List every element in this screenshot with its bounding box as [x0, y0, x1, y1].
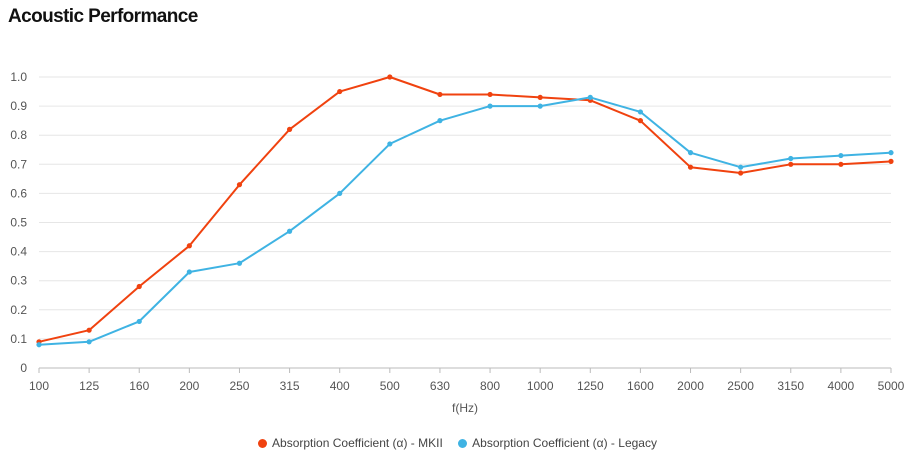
y-tick-label: 1.0 [10, 70, 27, 84]
y-tick-label: 0.1 [10, 332, 27, 346]
data-point[interactable] [738, 170, 744, 176]
series-mkii [36, 74, 894, 345]
x-tick-label: 1600 [627, 379, 654, 393]
legend-label-legacy: Absorption Coefficient (α) - Legacy [472, 436, 657, 450]
data-point[interactable] [387, 141, 393, 147]
y-tick-label: 0.5 [10, 216, 27, 230]
x-axis-ticks: 100 125 160 200 250 315 400 500 630 800 1000 1250 16… [29, 368, 905, 393]
data-point[interactable] [537, 103, 543, 109]
legend-marker-mkii [258, 439, 268, 448]
y-tick-label: 0.6 [10, 186, 27, 200]
x-tick-label: 500 [380, 379, 400, 393]
x-tick-label: 200 [179, 379, 199, 393]
data-point[interactable] [437, 118, 443, 124]
y-tick-label: 0 [20, 361, 27, 375]
legend: Absorption Coefficient (α) - MKII Absorp… [0, 436, 915, 450]
data-point[interactable] [487, 91, 493, 98]
x-tick-label: 2500 [727, 379, 754, 393]
data-point[interactable] [738, 164, 744, 170]
data-point[interactable] [637, 118, 644, 124]
data-point[interactable] [537, 94, 543, 100]
data-point[interactable] [286, 228, 293, 234]
data-point[interactable] [186, 243, 192, 249]
data-point[interactable] [337, 88, 343, 95]
x-tick-label: 5000 [878, 379, 905, 393]
data-point[interactable] [788, 161, 794, 167]
series-line [38, 96, 892, 346]
chart-title: Acoustic Performance [8, 6, 198, 27]
y-tick-label: 0.9 [10, 99, 27, 113]
series-layer [36, 74, 894, 348]
data-point[interactable] [437, 91, 443, 98]
legend-item-legacy[interactable]: Absorption Coefficient (α) - Legacy [458, 436, 657, 450]
data-point[interactable] [687, 164, 694, 170]
data-point[interactable] [236, 260, 243, 266]
y-tick-label: 0.4 [10, 245, 27, 259]
y-tick-label: 0.3 [10, 274, 27, 288]
x-axis-title: f(Hz) [452, 401, 478, 415]
data-point[interactable] [838, 161, 844, 167]
x-tick-label: 160 [129, 379, 149, 393]
data-point[interactable] [587, 94, 593, 100]
data-point[interactable] [136, 318, 142, 325]
x-tick-label: 4000 [828, 379, 855, 393]
gridlines [39, 76, 891, 369]
y-tick-label: 0.2 [10, 303, 27, 317]
x-tick-label: 800 [480, 379, 500, 393]
x-tick-label: 100 [29, 379, 49, 393]
data-point[interactable] [888, 150, 894, 156]
series-legacy [36, 94, 894, 348]
x-tick-label: 1000 [527, 379, 554, 393]
data-point[interactable] [236, 182, 243, 188]
data-point[interactable] [637, 109, 644, 115]
x-tick-label: 250 [229, 379, 249, 393]
series-line [38, 76, 892, 343]
data-point[interactable] [838, 152, 844, 159]
data-point[interactable] [788, 155, 794, 162]
y-axis-ticks: 0 0.1 0.2 0.3 0.4 0.5 0.6 0.7 0.8 0.9 1.0 [10, 70, 27, 375]
data-point[interactable] [36, 342, 42, 348]
data-point[interactable] [86, 339, 92, 345]
data-point[interactable] [337, 190, 343, 196]
y-tick-label: 0.8 [10, 128, 27, 142]
x-tick-label: 125 [79, 379, 99, 393]
x-tick-label: 2000 [677, 379, 704, 393]
data-point[interactable] [888, 158, 894, 164]
data-point[interactable] [687, 150, 694, 156]
legend-marker-legacy [458, 439, 468, 448]
legend-label-mkii: Absorption Coefficient (α) - MKII [272, 436, 443, 450]
data-point[interactable] [387, 74, 393, 80]
y-tick-label: 0.7 [10, 157, 27, 171]
data-point[interactable] [487, 103, 493, 109]
legend-item-mkii[interactable]: Absorption Coefficient (α) - MKII [258, 436, 443, 450]
data-point[interactable] [86, 327, 92, 333]
x-tick-label: 400 [330, 379, 350, 393]
data-point[interactable] [286, 126, 293, 132]
x-tick-label: 1250 [577, 379, 604, 393]
data-point[interactable] [136, 283, 142, 290]
x-tick-label: 315 [280, 379, 300, 393]
x-tick-label: 3150 [777, 379, 804, 393]
x-tick-label: 630 [430, 379, 450, 393]
data-point[interactable] [186, 269, 192, 275]
